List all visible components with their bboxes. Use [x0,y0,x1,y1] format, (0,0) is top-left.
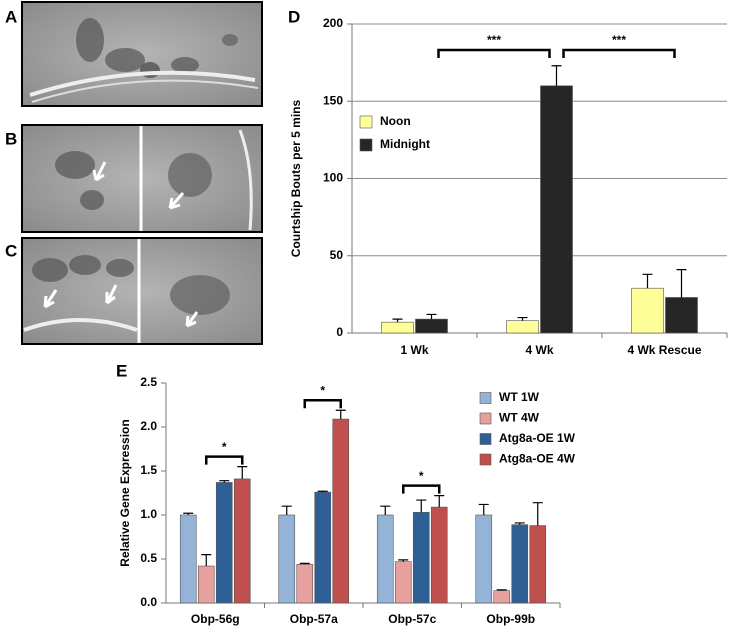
significance-bracket [402,484,441,494]
bar [511,524,529,604]
legend-swatch [359,138,373,152]
legend-label: Atg8a-OE 4W [499,452,576,466]
y-tick-label: 0 [336,325,343,339]
x-tick-label: Obp-57c [388,612,436,626]
panel-label: A [5,7,17,26]
significance-label: *** [612,33,626,47]
bar [631,287,664,334]
significance-bracket [437,48,551,58]
x-tick-label: Obp-57a [290,612,338,626]
error-bar [416,499,427,513]
error-bar [299,562,310,565]
error-bar [317,490,328,493]
y-tick-label: 2.0 [140,419,157,433]
bar [394,561,412,604]
bar [475,514,493,604]
panel-label: D [288,7,300,26]
significance-bracket [303,399,342,409]
legend-label: WT 1W [499,390,540,404]
bar [314,491,332,604]
bar [665,297,698,334]
x-tick-label: Obp-99b [486,612,535,626]
significance-label: *** [487,33,501,47]
legend-label: Atg8a-OE 1W [499,431,576,445]
bar [415,318,448,334]
panel-label: B [5,129,17,148]
y-tick-label: 0.5 [140,551,157,565]
bar [412,512,430,604]
error-bar [434,495,445,508]
error-bar [392,318,403,323]
error-bar [237,466,248,479]
legend-swatch [359,115,373,129]
photo-b [21,124,263,233]
x-tick-label: 4 Wk Rescue [627,343,701,357]
x-tick-label: 1 Wk [400,343,428,357]
legend-label: Midnight [380,137,430,151]
error-bar [281,505,292,515]
y-tick-label: 1.5 [140,463,157,477]
legend-swatch [479,392,492,404]
error-bar [426,313,437,320]
bar [215,482,233,604]
error-bar [551,65,562,86]
significance-label: * [419,469,424,483]
significance-bracket [562,48,676,58]
error-bar [496,589,507,591]
bar [197,565,215,604]
bar [430,506,448,604]
bar [296,563,314,604]
y-tick-label: 200 [323,16,343,30]
y-axis-title: Courtship Bouts per 5 mins [289,100,303,258]
legend-swatch [479,453,492,466]
error-bar [398,559,409,562]
panel-label: E [116,361,127,380]
y-tick-label: 150 [323,93,343,107]
bar [529,525,547,604]
bar [233,478,251,604]
photo-c [21,237,263,345]
significance-label: * [320,383,325,397]
bar [376,514,394,604]
error-bar [201,554,212,567]
error-bar [514,522,525,525]
significance-bracket [205,455,244,465]
bar [179,514,197,604]
y-tick-label: 100 [323,171,343,185]
error-bar [642,273,653,289]
bar [381,321,414,334]
photo-a [21,1,263,107]
y-tick-label: 0.0 [140,595,157,609]
bar [278,514,296,604]
bar [506,320,539,334]
significance-label: * [222,440,227,454]
error-bar [532,502,543,526]
error-bar [676,269,687,298]
error-bar [517,316,528,321]
legend-label: WT 4W [499,411,540,425]
y-tick-label: 1.0 [140,507,157,521]
bar [493,590,511,604]
error-bar [183,512,194,515]
legend-swatch [479,412,492,425]
y-axis-title: Relative Gene Expression [118,419,132,566]
bar [332,418,350,604]
error-bar [219,480,230,483]
legend-swatch [479,433,492,445]
error-bar [380,505,391,515]
y-tick-label: 50 [330,248,344,262]
bar [540,85,573,334]
x-tick-label: 4 Wk [525,343,553,357]
x-tick-label: Obp-56g [191,612,240,626]
error-bar [478,503,489,515]
y-tick-label: 2.5 [140,375,157,389]
error-bar [335,409,346,420]
panel-label: C [5,241,17,260]
legend-label: Noon [380,114,411,128]
